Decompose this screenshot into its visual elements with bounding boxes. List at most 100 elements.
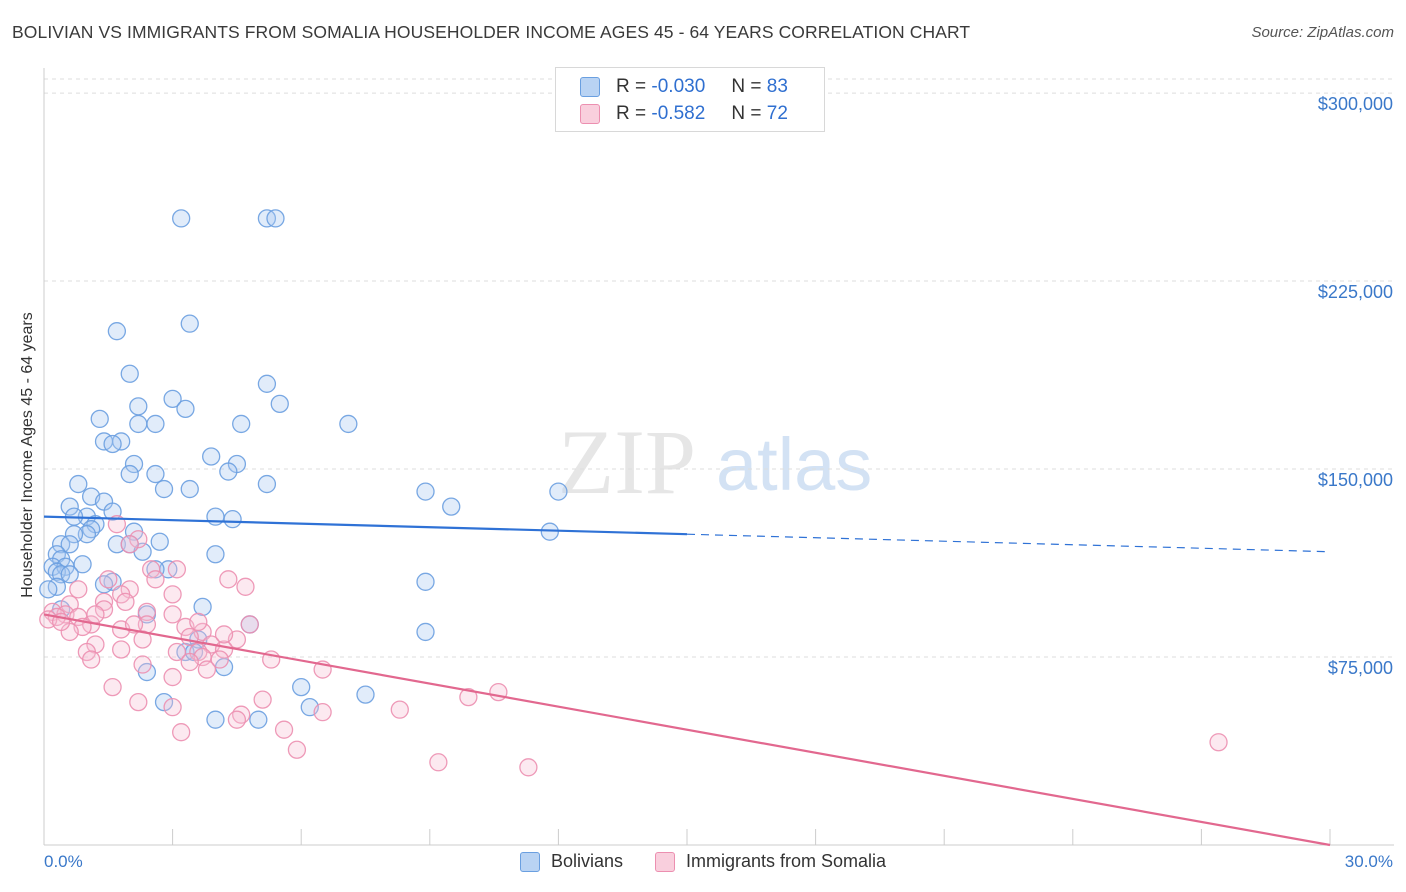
bolivian-point <box>356 685 375 704</box>
somalia-point <box>167 642 187 662</box>
bolivian-point <box>60 565 79 584</box>
bolivian-point <box>124 454 144 474</box>
somalia-point <box>82 650 101 669</box>
somalia-point <box>236 577 255 596</box>
bolivians-trend-extension <box>686 533 1331 553</box>
chart-title: BOLIVIAN VS IMMIGRANTS FROM SOMALIA HOUS… <box>12 22 971 42</box>
bolivian-point <box>549 482 568 501</box>
somalia-point <box>214 625 234 644</box>
somalia-point <box>163 605 182 624</box>
somalia-point <box>459 687 478 707</box>
bolivian-point <box>60 535 79 554</box>
bolivian-point <box>103 434 122 454</box>
bolivian-point <box>257 374 277 393</box>
somalia-point <box>129 692 148 712</box>
bolivian-point <box>339 414 358 434</box>
somalia-point <box>163 667 182 687</box>
legend-item-somalia: Immigrants from Somalia <box>654 851 887 872</box>
bolivian-point <box>129 414 148 434</box>
somalia-legend-label: Immigrants from Somalia <box>685 851 887 871</box>
bolivian-point <box>172 209 191 228</box>
bolivian-point <box>64 525 84 544</box>
bolivian-point <box>219 462 238 481</box>
somalia-point <box>240 615 259 634</box>
somalia-point <box>116 592 135 612</box>
somalia-point <box>129 530 148 549</box>
bolivian-point <box>416 622 435 642</box>
bolivian-point <box>266 209 285 228</box>
bolivian-point <box>193 597 212 617</box>
legend-row-somalia: R = -0.582 N = 72 <box>580 101 788 127</box>
y-tick-label: $150,000 <box>1318 470 1393 490</box>
bolivian-point <box>249 710 268 729</box>
somalia-r-value: -0.582 <box>651 103 706 124</box>
somalia-point <box>197 660 217 679</box>
bolivian-point <box>292 677 311 697</box>
bolivian-point <box>416 572 435 591</box>
watermark-zip: ZIP <box>558 411 696 513</box>
bolivian-point <box>146 560 165 579</box>
bolivian-point <box>163 389 182 409</box>
bolivian-point <box>154 692 174 712</box>
somalia-point <box>189 612 208 632</box>
somalia-point <box>112 640 131 659</box>
series-legend: Bolivians Immigrants from Somalia <box>0 851 1406 872</box>
y-tick-label: $300,000 <box>1318 94 1393 114</box>
bolivian-point <box>120 464 139 484</box>
somalia-point <box>287 740 307 759</box>
bolivian-point <box>77 525 97 544</box>
bolivian-point <box>416 482 435 501</box>
somalia-legend-swatch <box>654 851 675 872</box>
bolivian-point <box>120 364 139 383</box>
bolivian-point <box>150 532 169 551</box>
bolivian-point <box>206 507 225 526</box>
bolivian-point <box>154 479 174 499</box>
somalia-point <box>429 753 448 772</box>
y-tick-label: $225,000 <box>1318 282 1393 302</box>
somalia-point <box>274 720 294 739</box>
somalia-point <box>172 723 191 742</box>
somalia-point <box>94 600 114 619</box>
legend-row-bolivians: R = -0.030 N = 83 <box>580 74 788 100</box>
somalia-point <box>69 580 88 599</box>
n-label: N = <box>731 103 762 124</box>
somalia-point <box>103 677 122 697</box>
somalia-point <box>1209 733 1228 752</box>
bolivians-swatch <box>580 77 600 97</box>
somalia-point <box>219 570 238 589</box>
bolivian-point <box>107 535 127 554</box>
bolivians-n-value: 83 <box>766 76 788 97</box>
somalia-point <box>142 560 161 579</box>
bolivian-point <box>206 710 225 729</box>
somalia-point <box>107 515 127 534</box>
r-label: R = <box>616 76 647 97</box>
somalia-point <box>137 602 157 622</box>
bolivian-point <box>176 399 195 419</box>
somalia-point <box>253 690 272 709</box>
watermark-atlas: atlas <box>716 423 872 506</box>
bolivian-point <box>146 414 165 434</box>
legend-item-bolivians: Bolivians <box>519 851 623 872</box>
bolivian-point <box>60 497 79 516</box>
somalia-point <box>120 535 139 554</box>
bolivian-point <box>202 447 221 466</box>
bolivian-point <box>146 464 165 484</box>
somalia-point <box>146 570 165 589</box>
somalia-point <box>94 592 114 612</box>
somalia-point <box>180 652 199 672</box>
x-axis-min-label: 0.0% <box>44 852 83 871</box>
somalia-point <box>163 697 182 717</box>
somalia-point <box>227 710 247 729</box>
bolivian-point <box>180 314 199 333</box>
bolivian-point <box>232 414 251 434</box>
bolivian-point <box>206 545 225 564</box>
bolivian-point <box>69 474 88 494</box>
bolivian-point <box>257 474 277 494</box>
bolivian-point <box>442 497 461 516</box>
bolivian-point <box>39 580 58 599</box>
somalia-n-value: 72 <box>766 103 788 124</box>
bolivian-point <box>107 322 127 341</box>
chart-source: Source: ZipAtlas.com <box>1251 24 1394 41</box>
bolivian-point <box>180 479 199 499</box>
